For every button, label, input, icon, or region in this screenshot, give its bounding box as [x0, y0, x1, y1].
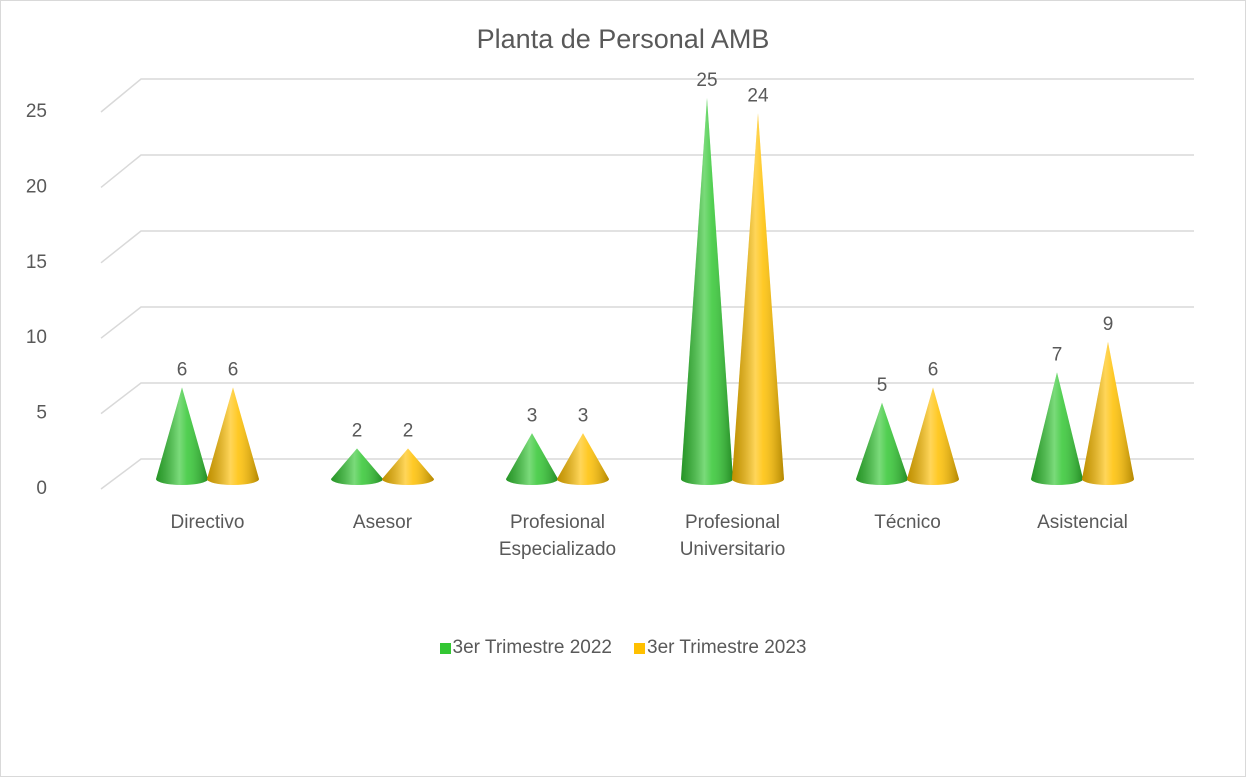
x-tick-label: Profesional Universitario: [679, 512, 786, 560]
x-tick-label: Directivo: [170, 512, 245, 533]
legend-item: 3er Trimestre 2023: [634, 637, 806, 659]
data-label: 3: [527, 405, 538, 426]
data-label: 9: [1103, 314, 1114, 335]
x-tick-label: Asistencial: [1037, 512, 1128, 533]
y-tick-label: 25: [26, 101, 47, 122]
cone-shade: [207, 387, 259, 485]
data-label: 3: [578, 405, 589, 426]
data-label: 24: [747, 85, 769, 106]
y-tick-label: 15: [26, 252, 47, 273]
data-label: 2: [403, 421, 414, 442]
cone-shade: [382, 448, 434, 485]
data-label: 6: [177, 360, 188, 381]
cone-shade: [331, 448, 383, 485]
grid-line: [100, 230, 1194, 264]
legend-swatch: [634, 642, 645, 654]
data-label: 25: [696, 70, 717, 91]
x-tick-label: Técnico: [874, 512, 941, 533]
legend-item: 3er Trimestre 2022: [439, 637, 612, 659]
data-label: 5: [877, 375, 888, 396]
cone-shade: [557, 433, 609, 485]
grid-line: [100, 154, 1194, 188]
cone-shade: [681, 98, 733, 485]
cone-shade: [907, 387, 959, 485]
cone-shade: [506, 433, 558, 485]
y-tick-label: 0: [36, 478, 47, 499]
data-label: 6: [228, 360, 239, 381]
chart-title: Planta de Personal AMB: [477, 24, 770, 54]
data-label: 7: [1052, 344, 1063, 365]
x-tick-label: Profesional Especializado: [498, 512, 617, 560]
cone-shade: [1031, 372, 1083, 485]
legend-label: 3er Trimestre 2023: [647, 637, 807, 658]
y-tick-label: 5: [36, 403, 47, 424]
grid-line: [100, 78, 1194, 113]
data-label: 2: [352, 421, 363, 442]
grid-line: [100, 382, 1194, 415]
grid-line: [100, 306, 1194, 339]
y-tick-label: 10: [26, 327, 47, 348]
legend-swatch: [439, 642, 451, 654]
legend: 3er Trimestre 2022 3er Trimestre 2023: [1, 637, 1245, 659]
cone-shade: [732, 113, 784, 486]
grid-line: [100, 458, 1194, 490]
x-tick-label: Asesor: [352, 512, 413, 533]
cone-shade: [1082, 341, 1134, 485]
legend-label: 3er Trimestre 2022: [452, 637, 612, 658]
cone-shade: [156, 387, 208, 485]
cone-shade: [856, 402, 908, 485]
data-label: 6: [928, 360, 939, 381]
y-tick-label: 20: [26, 176, 47, 197]
